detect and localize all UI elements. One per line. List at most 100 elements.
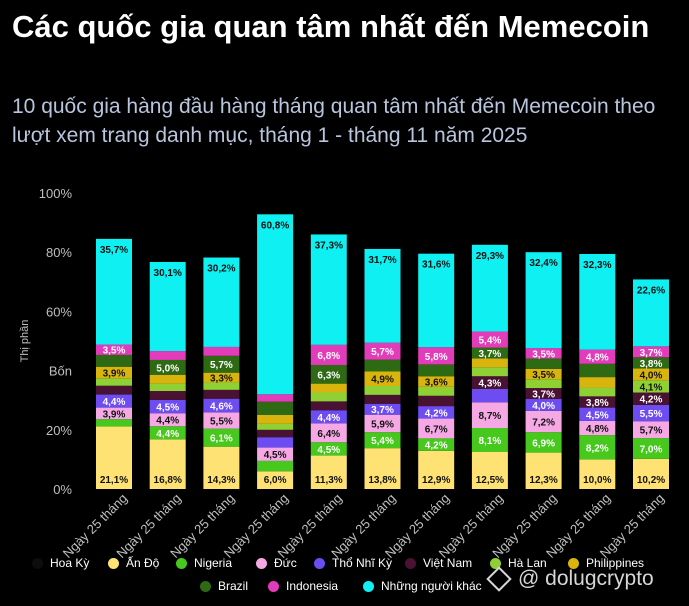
data-label: 35,7% <box>100 245 128 256</box>
bar-segment <box>203 428 240 447</box>
bar-segment <box>203 446 240 489</box>
legend-label: Ấn Độ <box>126 556 160 570</box>
data-label: 32,4% <box>529 258 557 269</box>
bar-segment <box>203 398 240 413</box>
legend-item: Hoa Kỳ <box>32 556 89 570</box>
bar-segment <box>418 347 455 365</box>
bar-segment <box>364 432 401 449</box>
data-label: 3,8% <box>640 359 663 370</box>
legend-item: Thổ Nhĩ Kỳ <box>314 556 392 570</box>
legend-item: Philippines <box>568 556 644 570</box>
bar-segment <box>203 257 240 347</box>
bar-segment <box>525 368 562 380</box>
bar-segment <box>257 429 294 438</box>
data-label: 30,2% <box>207 264 235 275</box>
legend-label: Thổ Nhĩ Kỳ <box>332 556 393 570</box>
data-label: 14,3% <box>207 475 235 486</box>
legend-label: Nigeria <box>194 556 233 570</box>
bar-segment <box>525 379 562 389</box>
legend-item: Ấn Độ <box>108 556 159 570</box>
y-axis-title: Thị phần <box>19 320 31 363</box>
bar-segment <box>203 389 240 399</box>
bar-segment <box>364 414 401 433</box>
data-label: 5,0% <box>156 363 179 374</box>
chart-title: Các quốc gia quan tâm nhất đến Memecoin <box>12 9 650 44</box>
bar-segment <box>471 358 508 368</box>
bar-segment <box>471 452 508 489</box>
bar-segment <box>257 437 294 448</box>
bar-segment <box>257 460 294 472</box>
bar-segment <box>579 435 616 460</box>
bar-stack: 12,9% 4,2% 6,7% 4,2% 3,6% 5,8% 31,6% <box>418 253 455 489</box>
legend-item: Đức <box>256 556 297 570</box>
bar-segment <box>149 351 186 360</box>
bar-segment <box>257 415 294 424</box>
bar-segment <box>257 471 294 489</box>
bar-segment <box>579 420 616 436</box>
bar-segment <box>471 244 508 332</box>
bar-segment <box>257 394 294 402</box>
data-label: 6,1% <box>210 434 233 445</box>
bar-segment <box>203 382 240 390</box>
data-label: 4,8% <box>586 353 609 364</box>
data-label: 31,6% <box>422 260 450 271</box>
bar-stack: 13,8% 5,4% 5,9% 3,7% 4,9% 5,7% 31,7% <box>364 248 401 489</box>
bar-segment <box>149 359 186 375</box>
data-label: 3,7% <box>640 348 663 359</box>
bar-segment <box>418 438 455 451</box>
data-label: 5,7% <box>371 347 394 358</box>
bar-segment <box>633 458 669 489</box>
bar-segment <box>364 448 401 489</box>
bar-stack: 14,3% 6,1% 5,5% 4,6% 3,3% 5,7% 30,2% <box>203 257 240 489</box>
bar-segment <box>579 396 616 408</box>
legend-label: Philippines <box>586 556 645 570</box>
data-label: 5,9% <box>371 419 394 430</box>
data-label: 4,6% <box>210 402 233 413</box>
bar-segment <box>96 238 132 345</box>
legend-swatch <box>200 580 211 592</box>
data-label: 5,5% <box>210 416 233 427</box>
bar-segment <box>579 387 616 397</box>
bar-stack: 16,8% 4,4% 4,4% 4,5% 5,0% 30,1% <box>149 261 186 489</box>
bar-segment <box>96 419 132 427</box>
data-label: 12,3% <box>529 475 557 486</box>
data-label: 12,9% <box>422 475 450 486</box>
bar-segment <box>257 214 294 395</box>
bar-segment <box>257 423 294 430</box>
bar-segment <box>149 426 186 440</box>
bar-segment <box>96 366 132 379</box>
data-label: 4,4% <box>156 416 179 427</box>
data-label: 3,5% <box>532 349 555 360</box>
data-label: 3,5% <box>103 346 126 357</box>
bar-segment <box>96 378 132 386</box>
data-label: 8,1% <box>479 436 502 447</box>
bar-segment <box>96 426 132 489</box>
legend-label: Hà Lan <box>508 556 547 570</box>
data-label: 7,0% <box>640 444 663 455</box>
bar-stack: 10,2% 7,0% 5,7% 5,5% 4,2% 4,1%4,0%3,8%3,7% 22,… <box>633 279 669 489</box>
bar-segment <box>310 392 347 402</box>
data-label: 3,5% <box>532 370 555 381</box>
data-label: 10,2% <box>637 475 665 486</box>
data-label: 30,1% <box>154 268 182 279</box>
legend-swatch <box>32 557 43 569</box>
data-label: 8,2% <box>586 443 609 454</box>
bar-segment <box>525 348 562 359</box>
bar-segment <box>364 248 401 343</box>
data-label: 4,3% <box>479 379 502 390</box>
binance-logo-icon <box>486 566 512 592</box>
bar-segment <box>364 371 401 386</box>
legend-swatch <box>176 557 187 569</box>
bar-segment <box>579 349 616 364</box>
data-label: 3,7% <box>371 405 394 416</box>
legend-item: Indonesia <box>268 579 338 593</box>
bar-segment <box>149 439 186 489</box>
legend-label: Những người khác <box>381 579 482 593</box>
bar-segment <box>471 347 508 359</box>
bar-segment <box>310 423 347 443</box>
legend-swatch <box>490 557 501 569</box>
bar-segment <box>96 385 132 395</box>
bar-segment <box>310 442 347 456</box>
data-label: 3,8% <box>586 398 609 409</box>
data-label: 6,9% <box>532 438 555 449</box>
